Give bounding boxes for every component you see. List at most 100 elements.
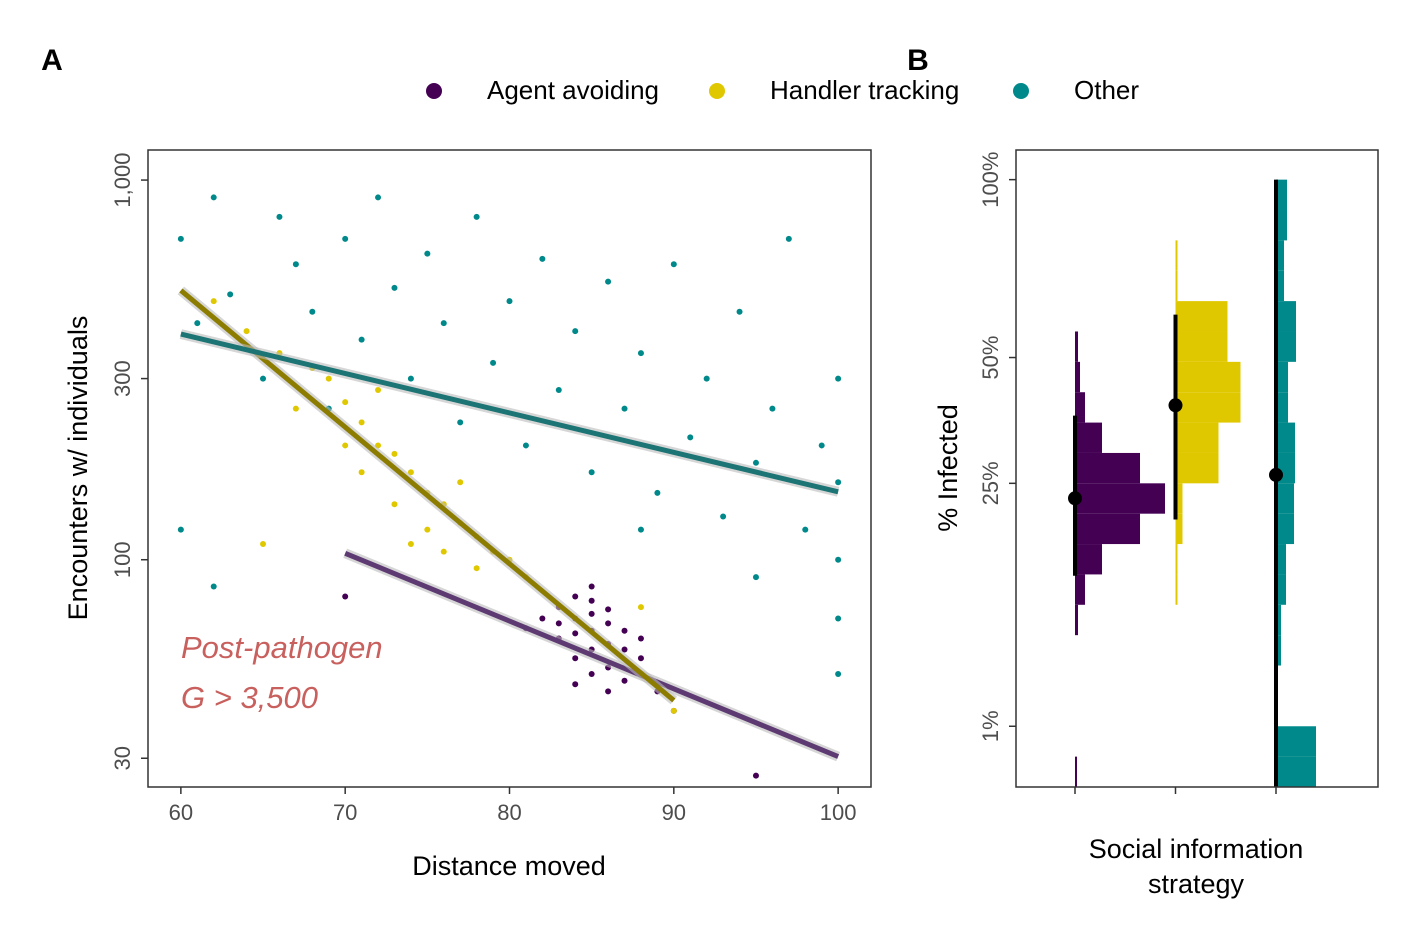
- point: [835, 615, 842, 622]
- point: [785, 235, 792, 242]
- point: [539, 615, 546, 622]
- histogram-bar: [1276, 331, 1296, 362]
- y-tick-label: 100: [110, 541, 135, 578]
- point: [835, 556, 842, 563]
- point: [375, 386, 382, 393]
- point: [687, 434, 694, 441]
- histogram-bar: [1276, 544, 1286, 575]
- point: [621, 646, 628, 653]
- y-tick-label: 100%: [978, 152, 1003, 208]
- x-tick-label: 60: [169, 800, 193, 825]
- point: [588, 469, 595, 476]
- point: [818, 442, 825, 449]
- point: [654, 489, 661, 496]
- histogram-bar: [1276, 210, 1287, 241]
- point: [177, 235, 184, 242]
- point: [588, 671, 595, 678]
- point: [605, 688, 612, 695]
- point: [325, 375, 332, 382]
- y-axis-title: % Infected: [933, 404, 963, 532]
- point: [260, 375, 267, 382]
- point: [670, 261, 677, 268]
- mean-point: [1168, 398, 1183, 413]
- histogram-bar: [1075, 544, 1102, 575]
- histogram-bar: [1175, 270, 1178, 302]
- histogram-bar: [1276, 179, 1287, 211]
- point: [605, 278, 612, 285]
- legend-swatch: [426, 83, 442, 99]
- point: [210, 583, 217, 590]
- point: [358, 469, 365, 476]
- histogram-bar: [1276, 361, 1288, 393]
- point: [539, 255, 546, 262]
- point: [210, 194, 217, 201]
- legend-label: Agent avoiding: [487, 75, 659, 105]
- x-axis-title: Social information: [1089, 834, 1304, 864]
- point: [490, 359, 497, 366]
- point: [703, 375, 710, 382]
- point: [292, 261, 299, 268]
- mean-point: [1269, 467, 1283, 482]
- annotation: Post-pathogen: [181, 630, 383, 665]
- histogram-bar: [1075, 574, 1085, 605]
- point: [424, 250, 431, 257]
- histogram-bar: [1175, 361, 1241, 393]
- point: [342, 593, 349, 600]
- point: [637, 635, 644, 642]
- point: [407, 541, 414, 548]
- point: [769, 405, 776, 412]
- point: [605, 606, 612, 613]
- point: [391, 450, 398, 457]
- point: [588, 597, 595, 604]
- point: [835, 375, 842, 382]
- point: [276, 213, 283, 220]
- point: [227, 291, 234, 298]
- y-tick-label: 300: [110, 360, 135, 397]
- point: [292, 405, 299, 412]
- point: [572, 655, 579, 662]
- histogram-bar: [1276, 270, 1284, 302]
- point: [342, 442, 349, 449]
- histogram-bar: [1276, 756, 1316, 787]
- point: [473, 213, 480, 220]
- point: [260, 541, 267, 548]
- histogram-bar: [1276, 635, 1281, 666]
- point: [621, 677, 628, 684]
- point: [637, 655, 644, 662]
- point: [736, 308, 743, 315]
- y-tick-label: 1%: [978, 710, 1003, 742]
- y-axis-title: Encounters w/ individuals: [63, 316, 93, 621]
- point: [177, 526, 184, 533]
- panel-label: A: [41, 44, 63, 77]
- point: [440, 548, 447, 555]
- histogram-bar: [1175, 544, 1178, 575]
- x-tick-label: 80: [497, 800, 521, 825]
- point: [440, 320, 447, 327]
- plot-frame: [147, 149, 872, 788]
- mean-point: [1068, 491, 1082, 506]
- histogram-bar: [1175, 452, 1219, 484]
- point: [752, 772, 759, 779]
- histogram-bar: [1175, 574, 1178, 605]
- histogram-bar: [1075, 331, 1078, 362]
- point: [407, 469, 414, 476]
- point: [621, 405, 628, 412]
- point: [391, 501, 398, 508]
- panel-label: B: [907, 44, 929, 77]
- x-axis-title: Distance moved: [412, 851, 606, 881]
- point: [835, 671, 842, 678]
- point: [342, 235, 349, 242]
- point: [358, 336, 365, 343]
- point: [835, 479, 842, 486]
- y-tick-label: 30: [110, 746, 135, 770]
- histogram-bar: [1175, 331, 1228, 362]
- point: [358, 419, 365, 426]
- point: [522, 442, 529, 449]
- point: [555, 386, 562, 393]
- point: [407, 375, 414, 382]
- point: [194, 320, 201, 327]
- point: [506, 298, 513, 305]
- point: [457, 419, 464, 426]
- point: [752, 574, 759, 581]
